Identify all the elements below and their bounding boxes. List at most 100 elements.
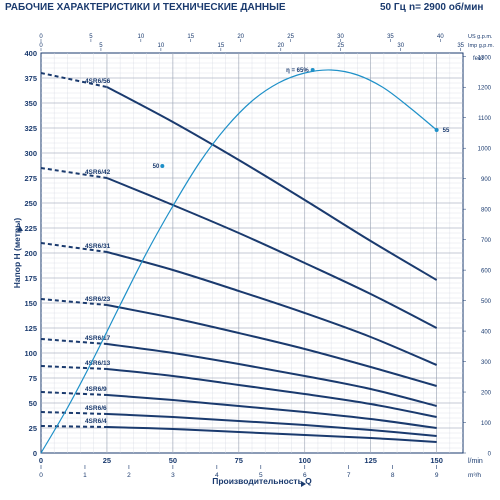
- efficiency-marker: [310, 68, 315, 72]
- series-label: 4SR6/6: [85, 405, 107, 412]
- efficiency-marker: [160, 164, 165, 168]
- top-axis-tick-label: 25: [287, 34, 294, 40]
- series-line-4sr6-56: [106, 86, 438, 281]
- series-line-4sr6-13: [106, 368, 437, 418]
- top-axis-tick-label: 10: [158, 43, 165, 49]
- y2-tick-label: 700: [481, 238, 492, 244]
- y-tick-label: 300: [24, 149, 37, 158]
- top-axis-tick-label: 35: [457, 43, 464, 49]
- series-line-4sr6-42: [106, 177, 438, 329]
- y2-tick-label: 1200: [478, 86, 492, 92]
- y-tick-label: 275: [24, 174, 37, 183]
- top-axis-tick-label: 30: [337, 34, 344, 40]
- y-tick-label: 125: [24, 324, 37, 333]
- y2-tick-label: 200: [481, 391, 492, 397]
- m3h-tick-label: 8: [391, 472, 395, 479]
- series-label: 4SR6/56: [85, 78, 111, 85]
- series-line-4sr6-9: [106, 394, 437, 429]
- series-label: 4SR6/13: [85, 360, 111, 367]
- series-dashed-4sr6-56: [40, 72, 108, 88]
- m3h-tick-label: 1: [83, 472, 87, 479]
- series-label: 4SR6/4: [85, 418, 107, 425]
- y2-tick-label: 500: [481, 299, 492, 305]
- y2-tick-label: 300: [481, 360, 492, 366]
- y-tick-label: 150: [24, 299, 37, 308]
- top-axis-tick-label: 5: [89, 34, 93, 40]
- series-line-4sr6-6: [106, 413, 437, 437]
- y2-tick-label: 1000: [478, 147, 492, 153]
- y-tick-label: 325: [24, 124, 37, 133]
- series-dashed-4sr6-4: [40, 425, 107, 428]
- m3h-tick-label: 4: [215, 472, 219, 479]
- top-axis-tick-label: 15: [218, 43, 225, 49]
- top-axis-tick-label: 0: [39, 34, 43, 40]
- top-axis-unit-label: Imp g.p.m.: [468, 43, 494, 49]
- y-tick-label: 75: [29, 374, 37, 383]
- m3h-tick-label: 2: [127, 472, 131, 479]
- frequency-label: 50 Гц: [380, 2, 406, 13]
- y-tick-label: 25: [29, 424, 37, 433]
- speed-label: n= 2900 об/мин: [409, 2, 484, 13]
- y-tick-label: 250: [24, 199, 37, 208]
- efficiency-label: 55: [443, 128, 450, 134]
- x-tick-label: 0: [39, 456, 43, 465]
- y-tick-label: 350: [24, 99, 37, 108]
- series-label: 4SR6/42: [85, 169, 111, 176]
- x-tick-label: 50: [169, 456, 177, 465]
- y-tick-label: 50: [29, 399, 37, 408]
- top-axis-tick-label: 40: [437, 34, 444, 40]
- top-axis-tick-label: 5: [99, 43, 103, 49]
- top-axis-tick-label: 20: [237, 34, 244, 40]
- m3h-tick-label: 3: [171, 472, 175, 479]
- chart-title: РАБОЧИЕ ХАРАКТЕРИСТИКИ И ТЕХНИЧЕСКИЕ ДАН…: [5, 2, 286, 13]
- top-axis-tick-label: 25: [337, 43, 344, 49]
- series-line-4sr6-17: [106, 343, 437, 407]
- top-axis-tick-label: 10: [137, 34, 144, 40]
- y2-tick-label: 0: [488, 452, 492, 458]
- y-tick-label: 225: [24, 224, 37, 233]
- y2-tick-label: 400: [481, 330, 492, 336]
- series-line-4sr6-4: [106, 426, 437, 443]
- top-axis-tick-label: 35: [387, 34, 394, 40]
- x-tick-label: 125: [364, 456, 377, 465]
- efficiency-marker: [434, 128, 439, 132]
- y2-tick-label: 800: [481, 208, 492, 214]
- top-axis-tick-label: 30: [397, 43, 404, 49]
- series-line-4sr6-31: [106, 251, 438, 366]
- m3h-tick-label: 5: [259, 472, 263, 479]
- y-tick-label: 400: [24, 49, 37, 58]
- y-axis-title: Напор H (метры): [12, 218, 22, 289]
- x-tick-label: 150: [430, 456, 443, 465]
- top-axis-unit-label: US g.p.m.: [468, 34, 493, 40]
- y-axis-arrow-icon: [17, 226, 23, 231]
- m3h-tick-label: 6: [303, 472, 307, 479]
- m3h-tick-label: 0: [39, 472, 43, 479]
- y-tick-label: 175: [24, 274, 37, 283]
- y-tick-label: 200: [24, 249, 37, 258]
- x-axis-title: Производительность Q: [212, 476, 312, 486]
- series-label: 4SR6/9: [85, 386, 107, 393]
- m3h-unit-label: m³/h: [468, 472, 481, 479]
- x-axis-arrow-icon: [301, 481, 306, 487]
- top-axis-tick-label: 15: [187, 34, 194, 40]
- y2-tick-label: 100: [481, 421, 492, 427]
- y-tick-label: 375: [24, 74, 37, 83]
- series-label: 4SR6/23: [85, 296, 111, 303]
- x-tick-label: 75: [235, 456, 243, 465]
- x-unit-label: l/min: [468, 458, 483, 465]
- series-label: 4SR6/17: [85, 335, 111, 342]
- y-tick-label: 100: [24, 349, 37, 358]
- m3h-tick-label: 9: [435, 472, 439, 479]
- x-tick-label: 100: [298, 456, 311, 465]
- y2-tick-label: 600: [481, 269, 492, 275]
- y-tick-label: 0: [33, 449, 37, 458]
- y2-tick-label: 1100: [478, 116, 492, 122]
- efficiency-label: 50: [153, 164, 160, 170]
- y2-tick-label: 900: [481, 177, 492, 183]
- title-bar: РАБОЧИЕ ХАРАКТЕРИСТИКИ И ТЕХНИЧЕСКИЕ ДАН…: [0, 0, 500, 16]
- efficiency-curve: [40, 69, 438, 454]
- series-label: 4SR6/31: [85, 243, 111, 250]
- m3h-tick-label: 7: [347, 472, 351, 479]
- y2-tick-label: 1300: [478, 55, 492, 61]
